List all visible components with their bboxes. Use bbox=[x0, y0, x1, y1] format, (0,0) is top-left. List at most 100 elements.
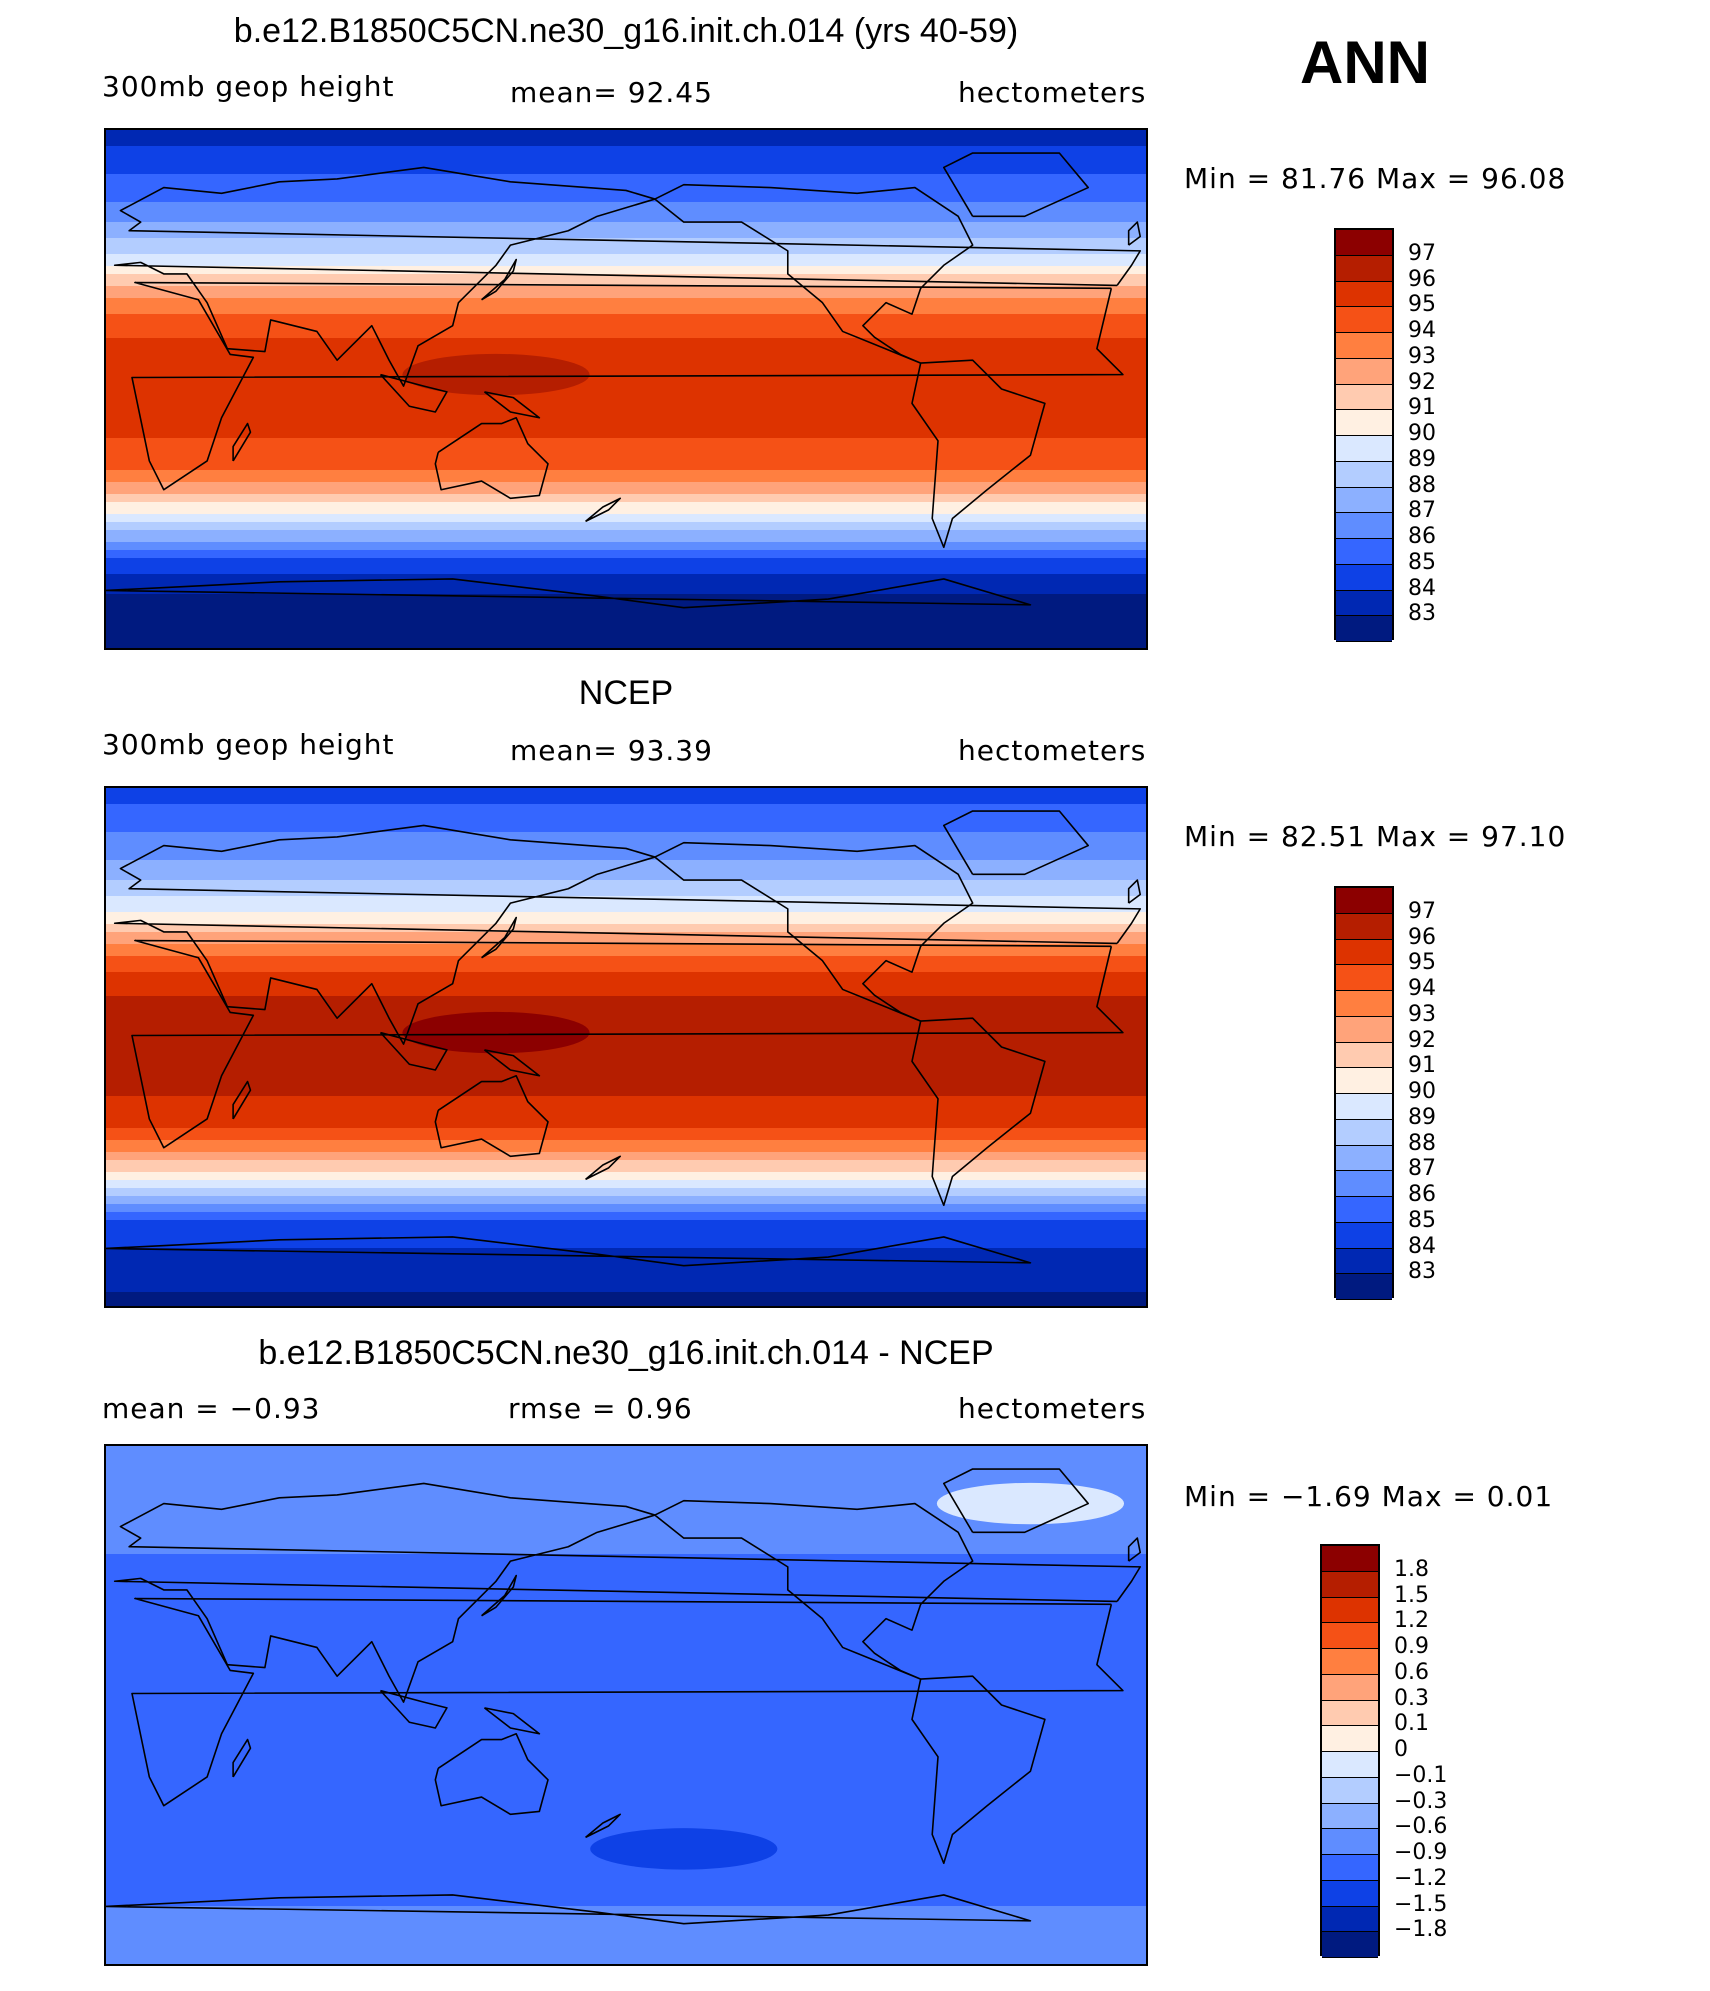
contour-band bbox=[106, 282, 1146, 287]
contour-band bbox=[106, 1040, 1146, 1045]
contour-band bbox=[106, 1602, 1146, 1607]
contour-band bbox=[106, 142, 1146, 147]
contour-band bbox=[106, 1582, 1146, 1587]
contour-band bbox=[106, 186, 1146, 191]
contour-band bbox=[106, 1140, 1146, 1145]
colorbar-label: 93 bbox=[1408, 1001, 1436, 1027]
contour-band bbox=[106, 1296, 1146, 1301]
contour-band bbox=[106, 510, 1146, 515]
contour-band bbox=[106, 1562, 1146, 1567]
contour-band bbox=[106, 1020, 1146, 1025]
contour-band bbox=[106, 1706, 1146, 1711]
contour-band bbox=[106, 1004, 1146, 1009]
coastline bbox=[1127, 879, 1142, 904]
contour-band bbox=[106, 222, 1146, 227]
contour-band bbox=[106, 358, 1146, 363]
contour-band bbox=[106, 856, 1146, 861]
contour-band bbox=[106, 948, 1146, 953]
contour-band bbox=[106, 410, 1146, 415]
contour-band bbox=[106, 1088, 1146, 1093]
colorbar-swatch bbox=[1322, 1803, 1378, 1830]
contour-band bbox=[106, 214, 1146, 219]
colorbar-swatch bbox=[1336, 513, 1392, 539]
contour-band bbox=[106, 1048, 1146, 1053]
contour-band bbox=[106, 398, 1146, 403]
panel-1-contour-plot bbox=[106, 130, 1146, 648]
contour-band bbox=[106, 1630, 1146, 1635]
contour-band bbox=[106, 406, 1146, 411]
contour-band bbox=[106, 342, 1146, 347]
contour-band bbox=[106, 1192, 1146, 1197]
contour-band bbox=[106, 1534, 1146, 1539]
coastline bbox=[131, 281, 1124, 491]
colorbar-label: 97 bbox=[1408, 898, 1436, 924]
contour-band bbox=[106, 1156, 1146, 1161]
contour-band bbox=[106, 170, 1146, 175]
contour-band bbox=[106, 1096, 1146, 1101]
contour-band bbox=[106, 1818, 1146, 1823]
contour-band bbox=[106, 1068, 1146, 1073]
contour-band bbox=[106, 1482, 1146, 1487]
contour-band bbox=[106, 1886, 1146, 1891]
coastline bbox=[131, 1597, 1124, 1807]
colorbar-swatch bbox=[1322, 1546, 1378, 1572]
colorbar-label: 91 bbox=[1408, 1053, 1436, 1079]
contour-band bbox=[106, 860, 1146, 865]
colorbar-label: 97 bbox=[1408, 240, 1436, 266]
contour-band bbox=[106, 1204, 1146, 1209]
coastline bbox=[379, 373, 448, 413]
colorbar-label: 84 bbox=[1408, 1233, 1436, 1259]
contour-band bbox=[106, 1958, 1146, 1963]
contour-band bbox=[106, 498, 1146, 503]
contour-band bbox=[106, 880, 1146, 885]
coastline bbox=[942, 152, 1090, 218]
contour-band bbox=[106, 1292, 1146, 1297]
colorbar-swatch bbox=[1336, 1171, 1392, 1197]
contour-band bbox=[106, 1578, 1146, 1583]
contour-band bbox=[106, 892, 1146, 897]
contour-band bbox=[106, 1446, 1146, 1451]
contour-band bbox=[106, 270, 1146, 275]
contour-band bbox=[106, 1216, 1146, 1221]
contour-band bbox=[106, 350, 1146, 355]
contour-band bbox=[106, 394, 1146, 399]
coastline bbox=[434, 416, 549, 500]
contour-band bbox=[106, 1866, 1146, 1871]
colorbar-box bbox=[1334, 228, 1394, 642]
contour-band bbox=[106, 1144, 1146, 1149]
colorbar-label: 86 bbox=[1408, 524, 1436, 549]
contour-band bbox=[106, 1120, 1146, 1125]
contour-band bbox=[106, 182, 1146, 187]
colorbar-swatch bbox=[1336, 965, 1392, 991]
panel-2-mean-label: mean= 93.39 bbox=[510, 734, 713, 767]
contour-band bbox=[106, 442, 1146, 447]
coastline bbox=[911, 1017, 1046, 1207]
contour-band bbox=[106, 1188, 1146, 1193]
coastline bbox=[379, 1031, 448, 1071]
contour-band bbox=[106, 1510, 1146, 1515]
panel-1-minmax: Min = 81.76 Max = 96.08 bbox=[1184, 162, 1567, 195]
contour-band bbox=[106, 610, 1146, 615]
contour-band bbox=[106, 606, 1146, 611]
colorbar-swatch bbox=[1336, 1068, 1392, 1094]
colorbar-swatch bbox=[1336, 616, 1392, 642]
coastline bbox=[481, 1574, 518, 1617]
contour-band bbox=[106, 1184, 1146, 1189]
colorbar-label: 94 bbox=[1408, 318, 1436, 343]
contour-band bbox=[106, 1830, 1146, 1835]
contour-band bbox=[106, 1934, 1146, 1939]
contour-band bbox=[106, 928, 1146, 933]
contour-band bbox=[106, 1882, 1146, 1887]
colorbar-swatch bbox=[1336, 307, 1392, 333]
colorbar-label: 95 bbox=[1408, 950, 1436, 976]
contour-band bbox=[106, 1666, 1146, 1671]
panel-1-map bbox=[104, 128, 1148, 650]
contour-band bbox=[106, 462, 1146, 467]
contour-band bbox=[106, 1180, 1146, 1185]
coastline bbox=[481, 916, 518, 959]
contour-band bbox=[106, 1894, 1146, 1899]
contour-band bbox=[106, 836, 1146, 841]
contour-band bbox=[106, 298, 1146, 303]
contour-band bbox=[106, 1502, 1146, 1507]
contour-band bbox=[106, 1016, 1146, 1021]
